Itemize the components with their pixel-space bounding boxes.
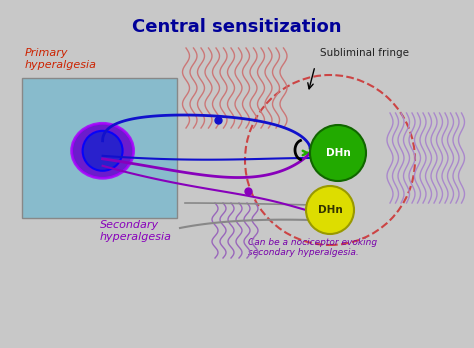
Ellipse shape: [72, 123, 134, 178]
Text: Subliminal fringe: Subliminal fringe: [320, 48, 409, 58]
Circle shape: [310, 125, 366, 181]
Circle shape: [306, 186, 354, 234]
Circle shape: [82, 131, 123, 171]
Text: Primary
hyperalgesia: Primary hyperalgesia: [25, 48, 97, 70]
Text: Can be a nociceptor evoking
secondary hyperalgesia.: Can be a nociceptor evoking secondary hy…: [248, 238, 377, 258]
Text: DHn: DHn: [318, 205, 342, 215]
Bar: [22, 78, 177, 218]
Text: DHn: DHn: [326, 148, 350, 158]
Text: Central sensitization: Central sensitization: [132, 18, 342, 36]
Text: Secondary
hyperalgesia: Secondary hyperalgesia: [100, 220, 172, 242]
